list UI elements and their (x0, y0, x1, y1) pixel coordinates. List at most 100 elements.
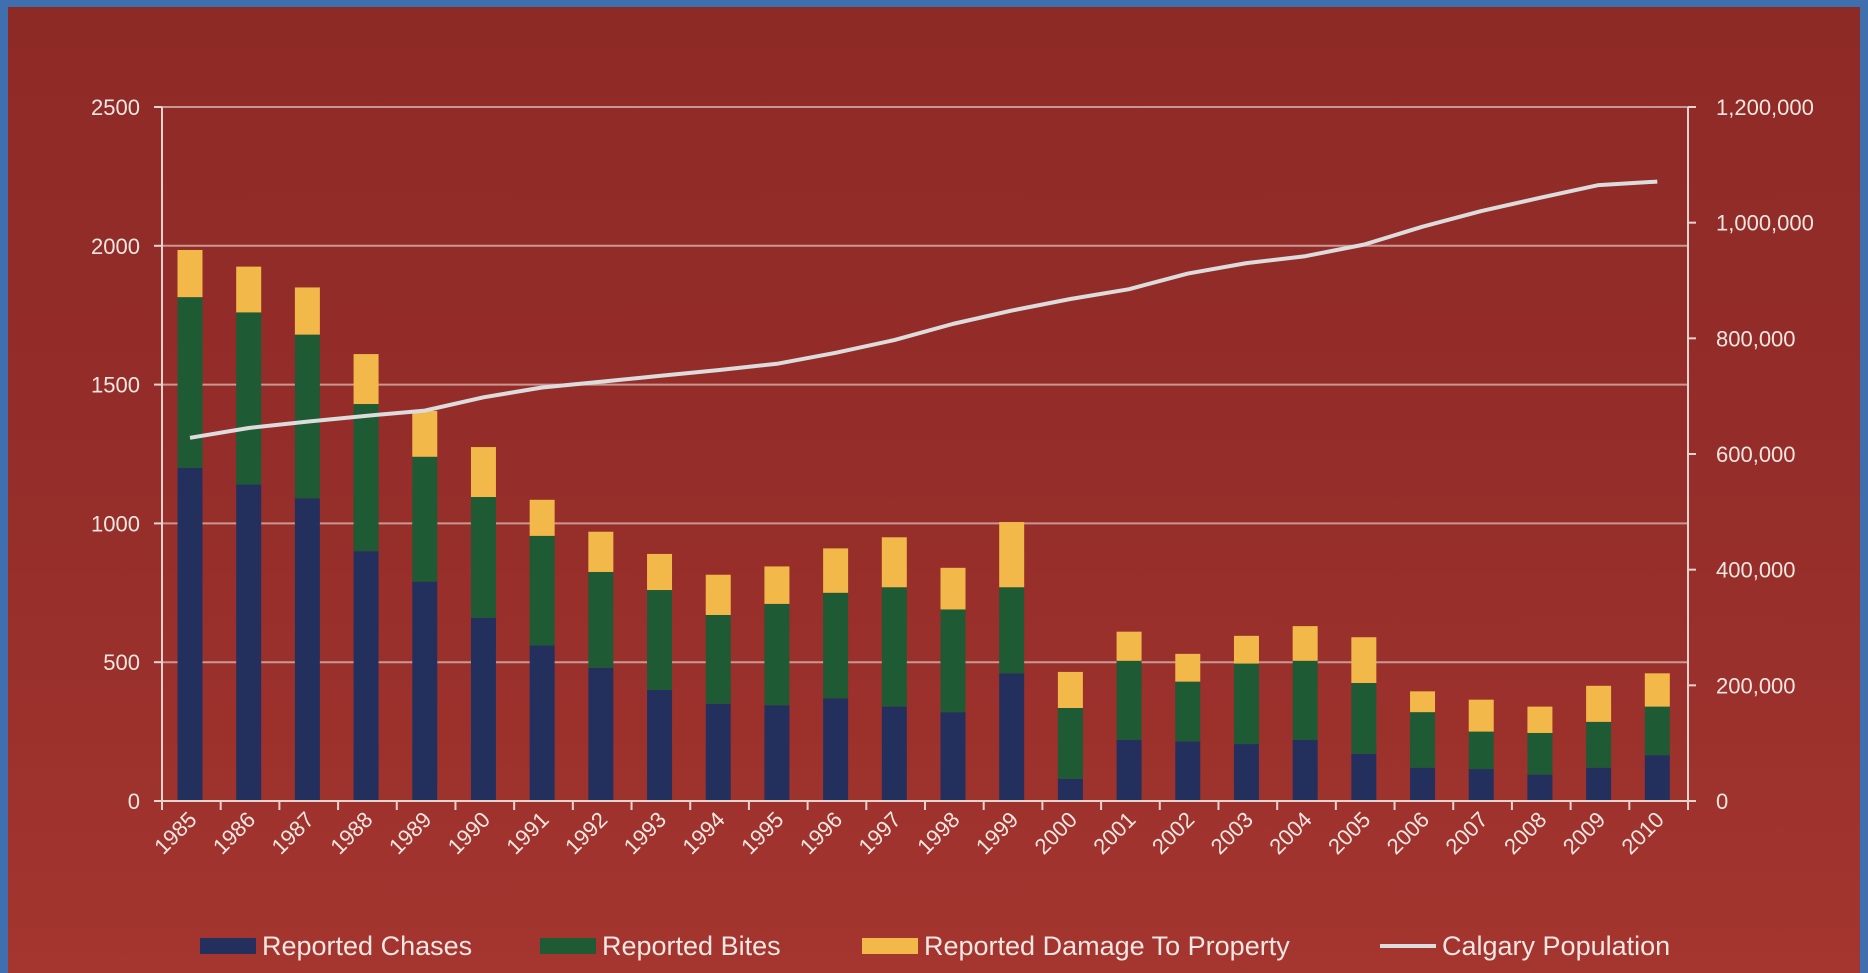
right-axis-tick-label: 1,000,000 (1716, 211, 1814, 236)
x-axis-tick-label: 2007 (1440, 807, 1492, 859)
x-axis-tick-label: 1992 (560, 807, 612, 859)
x-axis-tick-label: 1987 (267, 807, 319, 859)
bars-group (177, 249, 1670, 801)
bar-reported-bites (294, 334, 320, 499)
bar-reported-chases (529, 645, 555, 801)
legend-label: Calgary Population (1442, 931, 1670, 961)
right-axis-tick-label: 1,200,000 (1716, 95, 1814, 120)
bar-reported-bites (1292, 660, 1318, 740)
x-axis-tick-label: 1999 (971, 807, 1023, 859)
bar-reported-bites (1351, 683, 1377, 754)
bar-reported-damage-to-property (999, 522, 1025, 588)
left-axis-tick-label: 500 (103, 650, 140, 675)
left-axis-tick-label: 1500 (91, 373, 140, 398)
bar-reported-chases (999, 673, 1025, 801)
bar-reported-bites (588, 571, 614, 668)
legend-swatch (540, 938, 596, 954)
bar-reported-chases (1586, 767, 1612, 801)
x-axis-tick-label: 2003 (1206, 807, 1258, 859)
bar-reported-chases (236, 484, 262, 801)
left-axis-labels: 2500 2000 1500 1000 500 0 (91, 95, 140, 814)
bar-reported-bites (1586, 721, 1612, 768)
bar-reported-chases (1292, 739, 1318, 801)
x-axis-tick-label: 1998 (912, 807, 964, 859)
x-axis-tick-label: 1993 (619, 807, 671, 859)
x-axis-tick-label: 2002 (1147, 807, 1199, 859)
bar-reported-bites (823, 592, 849, 699)
bar-reported-chases (705, 703, 731, 801)
bar-reported-bites (1644, 706, 1670, 756)
bar-reported-bites (999, 587, 1025, 674)
bar-reported-chases (881, 706, 907, 801)
x-axis-tick-label: 2009 (1558, 807, 1610, 859)
bar-reported-bites (764, 603, 790, 706)
right-axis-tick-label: 0 (1716, 789, 1728, 814)
legend-swatch (200, 938, 256, 954)
bar-reported-chases (1057, 778, 1083, 801)
bar-reported-bites (1175, 681, 1201, 742)
left-axis-tick-label: 2000 (91, 234, 140, 259)
bar-reported-damage-to-property (1410, 691, 1436, 713)
bar-reported-chases (764, 705, 790, 801)
x-axis-tick-label: 1988 (325, 807, 377, 859)
right-axis-tick-label: 200,000 (1716, 673, 1796, 698)
bar-reported-bites (940, 609, 966, 713)
x-axis-tick-label: 1996 (795, 807, 847, 859)
bar-reported-damage-to-property (823, 548, 849, 593)
population-line-group (189, 179, 1658, 440)
bar-reported-damage-to-property (353, 354, 379, 405)
bar-reported-damage-to-property (470, 447, 496, 498)
bar-reported-chases (177, 467, 203, 801)
bar-reported-bites (412, 456, 438, 582)
legend-swatch (862, 938, 918, 954)
bar-reported-bites (1116, 660, 1142, 740)
left-axis-tick-label: 1000 (91, 511, 140, 536)
bar-reported-chases (1175, 741, 1201, 801)
bar-reported-chases (412, 581, 438, 801)
bar-reported-damage-to-property (1644, 673, 1670, 707)
bar-reported-chases (1410, 767, 1436, 801)
left-axis-tick-label: 2500 (91, 95, 140, 120)
x-axis-tick-label: 2008 (1499, 807, 1551, 859)
bar-reported-chases (1351, 753, 1377, 801)
bar-reported-chases (823, 698, 849, 801)
bar-reported-damage-to-property (1057, 671, 1083, 709)
bar-reported-bites (470, 497, 496, 618)
bar-reported-bites (881, 587, 907, 707)
bar-reported-bites (1468, 731, 1494, 770)
bar-reported-damage-to-property (1175, 653, 1201, 682)
legend-label: Reported Bites (602, 931, 781, 961)
bar-reported-chases (294, 498, 320, 801)
bar-reported-chases (1116, 739, 1142, 801)
bar-reported-chases (588, 667, 614, 801)
bar-reported-bites (1527, 732, 1553, 775)
bar-reported-damage-to-property (412, 410, 438, 457)
right-axis-tick-label: 800,000 (1716, 326, 1796, 351)
bar-reported-chases (353, 551, 379, 801)
bar-reported-damage-to-property (764, 566, 790, 604)
x-axis-tick-label: 2006 (1382, 807, 1434, 859)
bar-reported-damage-to-property (1292, 626, 1318, 661)
x-axis-tick-label: 2004 (1264, 807, 1316, 859)
bar-reported-bites (1057, 708, 1083, 779)
x-axis-tick-label: 2005 (1323, 807, 1375, 859)
bar-reported-bites (236, 312, 262, 485)
bar-reported-damage-to-property (881, 537, 907, 588)
x-axis-tick-label: 1990 (443, 807, 495, 859)
bar-reported-damage-to-property (529, 499, 555, 536)
bar-reported-damage-to-property (1116, 631, 1142, 661)
bar-reported-chases (1468, 769, 1494, 801)
x-axis-tick-label: 2001 (1088, 807, 1140, 859)
x-axis-tick-label: 2010 (1617, 807, 1669, 859)
x-axis-tick-label: 1991 (501, 807, 553, 859)
x-axis-tick-label: 1986 (208, 807, 260, 859)
bar-reported-chases (470, 617, 496, 801)
bar-reported-chases (1527, 774, 1553, 801)
bar-reported-damage-to-property (647, 553, 673, 591)
x-axis-tick-label: 1997 (854, 807, 906, 859)
bar-reported-damage-to-property (1527, 706, 1553, 733)
legend-label: Reported Damage To Property (924, 931, 1290, 961)
bar-reported-damage-to-property (294, 287, 320, 335)
bar-reported-bites (353, 404, 379, 552)
